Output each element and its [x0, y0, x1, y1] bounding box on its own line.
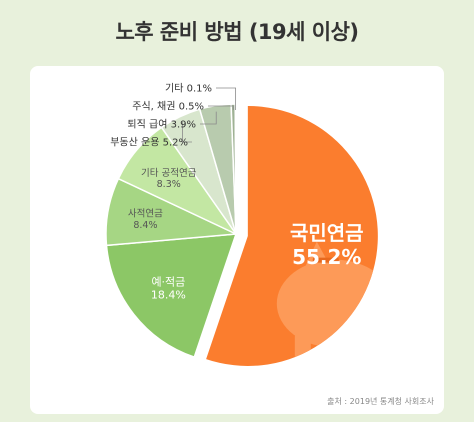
slice-value-private-pension: 8.4% [133, 220, 157, 231]
source-note: 출처 : 2019년 통계청 사회조사 [327, 397, 434, 406]
leader-line-real-estate [182, 122, 192, 143]
outside-label-retirement-pay: 퇴직 급여 3.9% [127, 119, 196, 131]
chart-card: 국민연금 55.2% 예·적금 18.4% 사적연금 8.4% 기타 공적연금 8.3% 기타 … [30, 66, 444, 414]
pie-slice-savings [105, 233, 238, 359]
slice-value-national-pension: 55.2% [292, 245, 361, 269]
slice-value-savings: 18.4% [151, 289, 186, 302]
outside-label-stocks-bonds: 주식, 채권 0.5% [132, 101, 204, 113]
slice-name-private-pension: 사적연금 [128, 207, 163, 219]
piggy-coin-slot [312, 257, 339, 263]
slice-name-savings: 예·적금 [151, 275, 185, 288]
outside-label-real-estate: 부동산 운용 5.2% [110, 137, 188, 149]
pie-slice-other [234, 103, 237, 235]
slice-value-other-public-pension: 8.3% [157, 179, 181, 190]
piggy-leg-back [356, 331, 373, 362]
piggy-leg-front [294, 331, 311, 362]
chart-title: 노후 준비 방법 (19세 이상) [115, 20, 359, 44]
piggy-snout [387, 288, 407, 316]
leader-line-retirement-pay [200, 111, 217, 125]
piggy-body [276, 259, 378, 348]
leader-line-other [216, 87, 237, 111]
outside-label-other: 기타 0.1% [165, 83, 212, 95]
leader-line-stocks-bonds [208, 105, 234, 111]
slice-name-national-pension: 국민연금 [290, 221, 364, 245]
slice-name-other-public-pension: 기타 공적연금 [141, 167, 197, 179]
